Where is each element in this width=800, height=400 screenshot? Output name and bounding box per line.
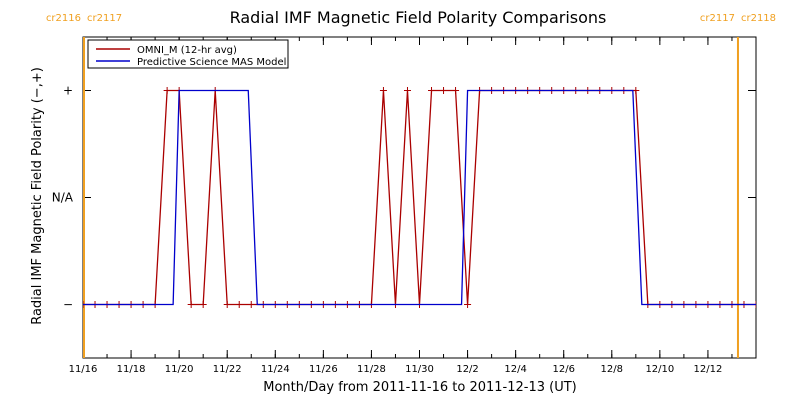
omni-series-point (199, 301, 207, 308)
plot-frame (82, 36, 757, 359)
omni-series-point (440, 87, 448, 94)
chart-title: Radial IMF Magnetic Field Polarity Compa… (230, 8, 607, 27)
x-tick-label: 11/16 (69, 364, 98, 375)
series-layer (83, 87, 756, 308)
x-tick-label: 11/26 (309, 364, 338, 375)
x-tick-label: 11/22 (213, 364, 242, 375)
cr-label-left: cr2117 (700, 13, 735, 24)
y-axis-label: Radial IMF Magnetic Field Polarity (−,+) (30, 67, 45, 325)
y-tick-label: N/A (52, 191, 74, 205)
omni-series-point (464, 301, 472, 308)
legend-label-mas: Predictive Science MAS Model (137, 57, 286, 68)
omni-series-point (223, 301, 231, 308)
cr-label-left: cr2116 (46, 13, 81, 24)
x-tick-label: 12/6 (552, 364, 574, 375)
legend-label-omni: OMNI_M (12-hr avg) (137, 45, 237, 56)
omni-series-point (247, 301, 255, 308)
legend-box (87, 39, 289, 69)
omni-series-point (452, 87, 460, 94)
x-axis: 11/16 11/18 11/20 11/22 11/24 11/26 11/28 11/30… (69, 37, 723, 375)
y-axis: + N/A − (52, 84, 756, 312)
cr-label-right: cr2118 (741, 13, 776, 24)
mas-series-line (83, 89, 756, 306)
y-tick-label: + (63, 84, 73, 98)
x-tick-label: 12/8 (601, 364, 623, 375)
series-clip-group (83, 87, 756, 308)
y-tick-label: − (63, 298, 73, 312)
x-tick-label: 11/20 (165, 364, 194, 375)
x-axis-label: Month/Day from 2011-11-16 to 2011-12-13 … (263, 380, 576, 395)
omni-series-point (235, 301, 243, 308)
omni-series-line (83, 89, 756, 306)
omni-series-point (379, 87, 387, 94)
omni-series-point (187, 301, 195, 308)
x-tick-label: 11/30 (405, 364, 434, 375)
omni-series-point (632, 87, 640, 94)
omni-series-point (403, 87, 411, 94)
omni-series-point (428, 87, 436, 94)
x-tick-label: 12/4 (504, 364, 526, 375)
x-tick-label: 12/2 (456, 364, 478, 375)
x-minor-ticks (82, 37, 757, 358)
x-tick-label: 11/18 (117, 364, 146, 375)
legend: OMNI_M (12-hr avg) Predictive Science MA… (87, 39, 289, 69)
x-tick-label: 12/10 (645, 364, 674, 375)
x-tick-label: 11/24 (261, 364, 290, 375)
x-tick-label: 12/12 (694, 364, 723, 375)
x-tick-label: 11/28 (357, 364, 386, 375)
cr-label-right: cr2117 (87, 13, 122, 24)
omni-series-point (163, 87, 171, 94)
